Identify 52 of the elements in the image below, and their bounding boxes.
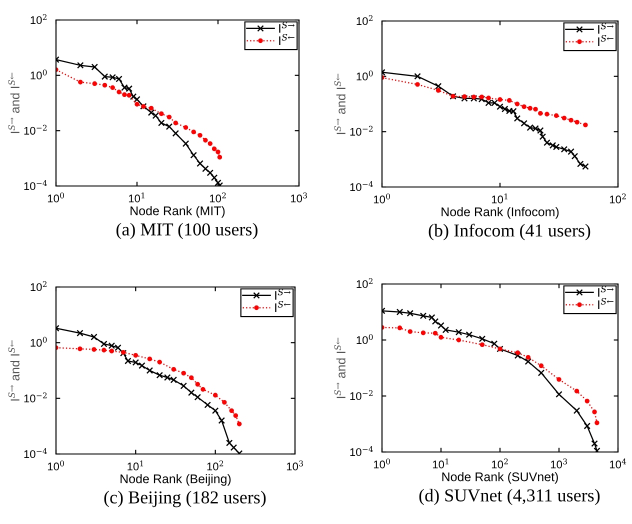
x-tick-label: 10$^{3}$ [550,458,567,468]
legend-label: I$^{S→}$ [598,22,614,34]
x-tick-label: 10$^{3}$ [290,192,307,202]
y-tick-label: 10$^{−2}$ [24,392,47,402]
x-tick-label: 10$^{4}$ [610,458,626,468]
text: (b) Infocom (41 users) [428,224,590,240]
x-tick-label: 10$^{2}$ [492,458,508,468]
y-tick-label: 10$^{−2}$ [24,124,47,135]
x-tick-label: 10$^{0}$ [374,458,390,468]
y-tick-label: 10$^{−2}$ [350,390,373,400]
x-tick-label: 10$^{1}$ [128,460,144,470]
y-axis-title: I$^{S→}$ and I$^{S←}$ [334,338,346,398]
y-axis-title: I$^{S→}$ and I$^{S←}$ [334,74,346,134]
legend-label: I$^{S←}$ [279,34,294,45]
y-tick-label: 10$^{−2}$ [350,126,373,136]
y-tick-label: 10$^{2}$ [30,14,47,24]
y-axis-title: I$^{S→}$ and I$^{S←}$ [8,72,20,134]
x-tick-label: 10$^{3}$ [286,460,303,470]
y-tick-label: 10$^{0}$ [30,336,47,347]
y-tick-label: 10$^{−4}$ [24,180,47,190]
text: (d) SUVnet (4,311 users) [419,488,600,506]
y-tick-label: 10$^{0}$ [356,334,373,344]
x-axis-title: Node Rank (Beijing) [120,474,231,486]
x-tick-label: 10$^{0}$ [374,193,390,204]
x-tick-label: 10$^{1}$ [432,458,448,468]
legend-label: I$^{S→}$ [598,286,614,297]
text: (a) MIT (100 users) [116,222,258,240]
y-tick-label: 10$^{2}$ [30,281,47,292]
legend-label: I$^{S←}$ [275,300,290,312]
x-tick-label: 10$^{2}$ [210,192,226,202]
y-tick-label: 10$^{0}$ [356,70,373,80]
legend-label: I$^{S→}$ [279,22,295,33]
y-tick-label: 10$^{0}$ [30,69,47,80]
legend-label: I$^{S→}$ [275,288,291,300]
x-tick-label: 10$^{2}$ [207,460,224,470]
y-tick-label: 10$^{2}$ [356,15,373,26]
legend-label: I$^{S←}$ [598,34,614,46]
x-tick-label: 10$^{1}$ [128,192,144,202]
y-tick-label: 10$^{−4}$ [350,446,373,456]
x-tick-label: 10$^{1}$ [492,193,508,204]
x-tick-label: 10$^{2}$ [610,193,626,204]
text: (c) Beijing (182 users) [104,490,266,508]
x-tick-label: 10$^{0}$ [48,460,64,470]
legend-label: I$^{S←}$ [598,298,614,309]
x-axis-title: Node Rank (SUVnet) [442,472,558,484]
y-tick-label: 10$^{−4}$ [24,448,47,458]
x-axis-title: Node Rank (Infocom) [442,207,559,219]
y-tick-label: 10$^{−4}$ [350,181,373,192]
x-tick-label: 10$^{0}$ [48,192,64,202]
x-axis-title: Node Rank (MIT) [130,206,225,218]
y-tick-label: 10$^{2}$ [356,278,373,288]
y-axis-title: I$^{S→}$ and I$^{S←}$ [8,340,20,401]
